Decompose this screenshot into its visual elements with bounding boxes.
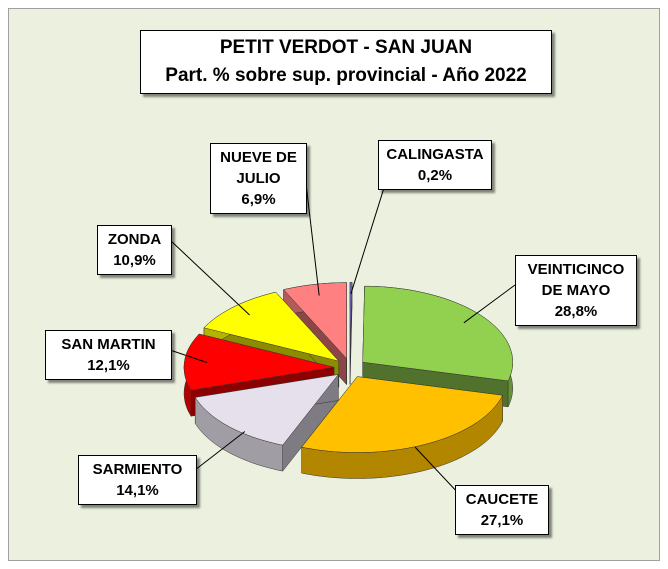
label-value: 0,2% (417, 167, 453, 184)
slice (362, 285, 513, 382)
leader-line (304, 174, 320, 296)
leader-line (169, 349, 208, 364)
label-value: 6,9% (241, 191, 276, 208)
label-name: CALINGASTA (386, 146, 484, 163)
label-value: 14,1% (116, 482, 159, 499)
slice (301, 376, 503, 453)
label-name: SARMIENTO (92, 461, 183, 478)
label-name: CAUCETE (465, 491, 539, 508)
slice (349, 282, 353, 359)
data-label: CALINGASTA 0,2% (378, 140, 492, 190)
label-name: SAN MARTIN (61, 336, 156, 353)
label-name: ZONDA (107, 231, 162, 248)
slice (194, 374, 339, 446)
label-value: 12,1% (87, 357, 130, 374)
data-label: ZONDA 10,9% (97, 225, 172, 275)
chart-title: PETIT VERDOT - SAN JUAN (219, 37, 473, 58)
leader-line (350, 174, 389, 294)
leader-line (194, 431, 246, 471)
data-label: VEINTICINCO DE MAYO 28,8% (515, 255, 637, 326)
data-label: NUEVE DE JULIO 6,9% (210, 143, 307, 214)
slice (203, 291, 340, 362)
data-label: SAN MARTIN 12,1% (45, 330, 172, 380)
slice (283, 282, 347, 360)
label-value: 10,9% (113, 252, 156, 269)
slice (183, 333, 335, 391)
leader-line (414, 446, 461, 496)
label-value: 27,1% (480, 512, 524, 529)
label-value: 28,8% (554, 303, 598, 320)
leader-line (463, 284, 516, 324)
leader-line (169, 239, 250, 316)
label-name: NUEVE DE JULIO (220, 149, 297, 187)
data-label: SARMIENTO 14,1% (78, 455, 197, 505)
data-label: CAUCETE 27,1% (455, 485, 549, 535)
chart-subtitle: Part. % sobre sup. provincial - Año 2022 (165, 65, 527, 86)
label-name: VEINTICINCO DE MAYO (527, 261, 625, 299)
title-box: PETIT VERDOT - SAN JUAN Part. % sobre su… (140, 30, 552, 94)
